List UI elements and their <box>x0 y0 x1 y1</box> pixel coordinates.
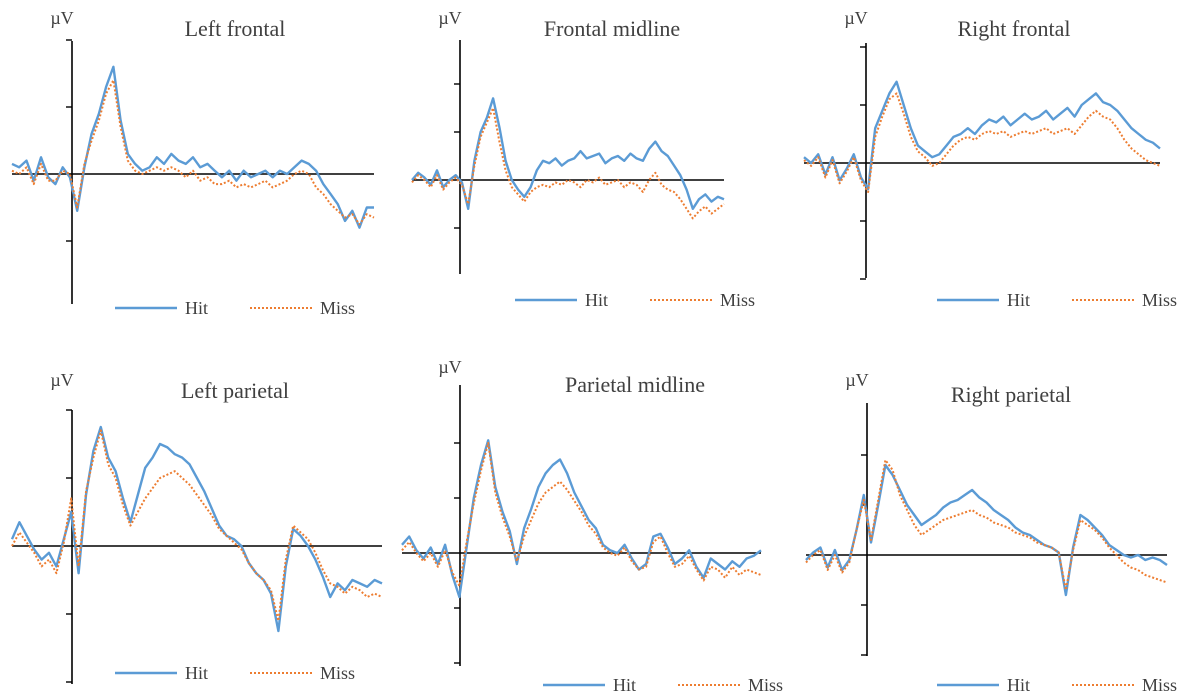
left-parietal-unit-label: µV <box>50 370 73 390</box>
legend-hit-label: Hit <box>1007 675 1030 695</box>
parietal-midline-panel: Parietal midline µV Hit Miss <box>401 357 783 695</box>
left-frontal-title: Left frontal <box>185 16 286 41</box>
frontal-midline-title: Frontal midline <box>544 16 680 41</box>
legend-miss-label: Miss <box>1142 290 1177 310</box>
legend-hit-label: Hit <box>613 675 636 695</box>
right-parietal-panel: Right parietal µV Hit Miss <box>805 370 1177 695</box>
parietal-midline-title: Parietal midline <box>565 372 705 397</box>
frontal-midline-miss-line <box>411 107 725 220</box>
left-frontal-legend: Hit Miss <box>115 298 355 318</box>
legend-miss-label: Miss <box>320 298 355 318</box>
right-frontal-hit-line <box>803 80 1161 191</box>
legend-miss-label: Miss <box>1142 675 1177 695</box>
right-parietal-hit-line <box>805 463 1168 597</box>
frontal-midline-unit-label: µV <box>438 8 461 28</box>
left-frontal-unit-label: µV <box>50 8 73 28</box>
right-frontal-panel: Right frontal µV Hit Miss <box>803 8 1177 310</box>
left-parietal-miss-line <box>11 429 383 622</box>
left-parietal-title: Left parietal <box>181 378 289 403</box>
legend-hit-label: Hit <box>185 663 208 683</box>
right-frontal-miss-line <box>803 92 1161 193</box>
left-frontal-hit-line <box>11 65 374 229</box>
left-parietal-legend: Hit Miss <box>115 663 355 683</box>
frontal-midline-hit-line <box>411 97 725 211</box>
legend-hit-label: Hit <box>185 298 208 318</box>
legend-hit-label: Hit <box>585 290 608 310</box>
left-frontal-miss-line <box>11 79 375 226</box>
right-parietal-unit-label: µV <box>845 370 868 390</box>
legend-miss-label: Miss <box>748 675 783 695</box>
left-frontal-panel: Left frontal µV Hit Miss <box>11 8 375 318</box>
left-parietal-hit-line <box>10 425 383 633</box>
legend-miss-label: Miss <box>720 290 755 310</box>
right-frontal-unit-label: µV <box>844 8 867 28</box>
legend-hit-label: Hit <box>1007 290 1030 310</box>
frontal-midline-legend: Hit Miss <box>515 290 755 310</box>
left-parietal-panel: Left parietal µV Hit Miss <box>10 370 383 684</box>
parietal-midline-unit-label: µV <box>438 357 461 377</box>
right-frontal-legend: Hit Miss <box>937 290 1177 310</box>
legend-miss-label: Miss <box>320 663 355 683</box>
right-frontal-title: Right frontal <box>957 16 1070 41</box>
frontal-midline-panel: Frontal midline µV Hit Miss <box>411 8 755 310</box>
right-parietal-legend: Hit Miss <box>937 675 1177 695</box>
right-parietal-title: Right parietal <box>951 382 1071 407</box>
parietal-midline-legend: Hit Miss <box>543 675 783 695</box>
right-parietal-miss-line <box>805 459 1168 591</box>
parietal-midline-miss-line <box>401 442 762 587</box>
parietal-midline-hit-line <box>401 439 762 599</box>
